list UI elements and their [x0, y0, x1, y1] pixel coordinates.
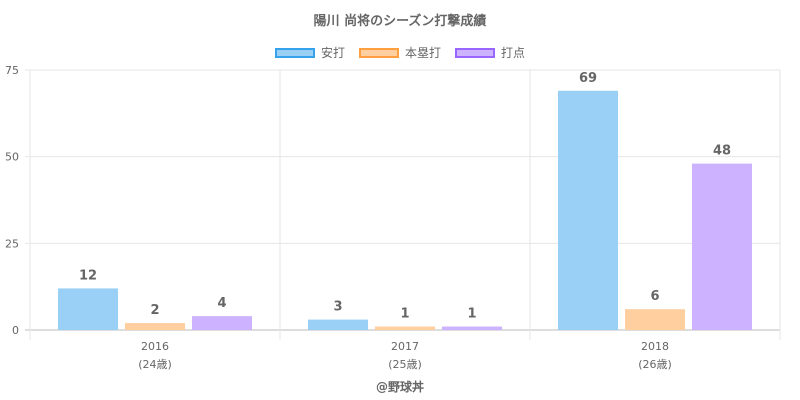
legend-label-rbi: 打点: [501, 46, 526, 60]
data-label: 2: [150, 303, 159, 318]
x-tick-label: 2018: [641, 340, 669, 353]
legend: 安打 本塁打 打点: [0, 44, 800, 61]
y-tick-label: 75: [5, 64, 19, 77]
data-label: 1: [400, 307, 409, 322]
legend-item-hits[interactable]: 安打: [274, 44, 345, 61]
legend-label-home-runs: 本塁打: [404, 46, 441, 60]
data-label: 4: [217, 296, 226, 311]
bar: [442, 326, 502, 330]
legend-swatch-home-runs: [358, 47, 399, 58]
bar: [308, 319, 368, 330]
data-label: 1: [467, 307, 476, 322]
bar: [625, 309, 685, 330]
data-label: 6: [650, 289, 659, 304]
legend-label-hits: 安打: [320, 46, 345, 60]
data-label: 69: [579, 71, 597, 86]
bar: [58, 288, 118, 330]
x-tick-sublabel: (26歳): [638, 358, 672, 371]
legend-swatch-hits: [274, 47, 315, 58]
bar: [375, 326, 435, 330]
legend-item-rbi[interactable]: 打点: [455, 44, 525, 61]
x-tick-sublabel: (25歳): [388, 358, 422, 371]
y-tick-label: 0: [12, 324, 19, 337]
source-label: @野球丼: [375, 380, 424, 394]
data-label: 3: [333, 300, 342, 315]
data-label: 12: [79, 268, 97, 283]
x-tick-label: 2016: [141, 340, 169, 353]
y-tick-label: 25: [5, 237, 19, 250]
bar: [558, 90, 618, 330]
data-label: 48: [713, 144, 731, 159]
bar: [692, 163, 752, 330]
y-tick-label: 50: [5, 151, 19, 164]
bar: [192, 316, 252, 330]
legend-item-home-runs[interactable]: 本塁打: [358, 44, 441, 61]
bar: [125, 323, 185, 330]
x-tick-sublabel: (24歳): [138, 358, 172, 371]
legend-swatch-rbi: [455, 47, 495, 58]
chart-title: 陽川 尚将のシーズン打撃成績: [313, 14, 487, 29]
x-tick-label: 2017: [391, 340, 419, 353]
